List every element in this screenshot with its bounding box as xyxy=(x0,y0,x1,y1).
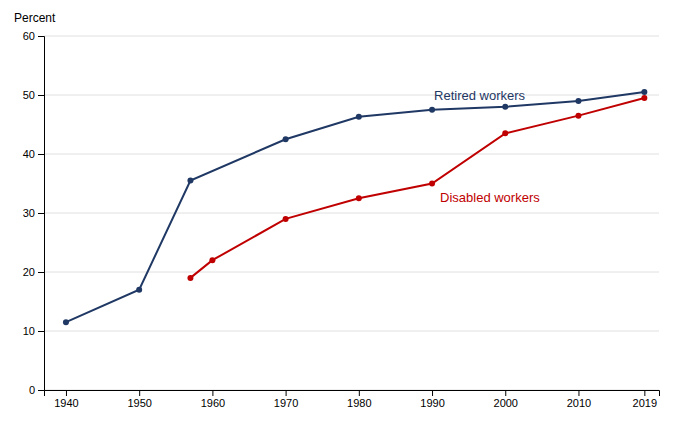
series-label: Retired workers xyxy=(434,88,526,103)
x-tick-label: 1960 xyxy=(201,397,225,409)
y-tick-label: 40 xyxy=(23,148,35,160)
x-tick-label: 2000 xyxy=(494,397,518,409)
series-point xyxy=(136,287,142,293)
grid-line xyxy=(44,213,659,214)
grid xyxy=(44,36,659,390)
x-tick: 1950 xyxy=(127,390,151,409)
series-point xyxy=(502,104,508,110)
x-tick: 2000 xyxy=(494,390,518,409)
grid-line xyxy=(44,272,659,273)
series-point xyxy=(187,178,193,184)
series-point xyxy=(641,95,647,101)
y-tick-mark xyxy=(38,213,44,214)
series-point xyxy=(429,181,435,187)
series-point xyxy=(575,113,581,119)
y-tick-label: 50 xyxy=(23,89,35,101)
series-point xyxy=(356,114,362,120)
y-axis-line xyxy=(38,37,45,391)
y-tick-mark xyxy=(38,95,44,96)
marks xyxy=(63,89,647,325)
x-tick-mark xyxy=(212,390,213,396)
grid-line xyxy=(44,36,659,37)
chart: 1940 1950 1960 1970 1980 1990 2000 2010 2019 0 10 2… xyxy=(0,0,681,422)
x-tick-mark xyxy=(286,390,287,396)
grid-line xyxy=(44,331,659,332)
series-line xyxy=(190,98,644,278)
series-point xyxy=(502,130,508,136)
x-tick: 1940 xyxy=(54,390,78,409)
grid-line xyxy=(44,154,659,155)
series-point xyxy=(356,195,362,201)
y-tick: 30 xyxy=(23,207,44,219)
x-tick-mark xyxy=(644,390,645,396)
x-tick: 1960 xyxy=(201,390,225,409)
x-tick-label: 1980 xyxy=(347,397,371,409)
series-point xyxy=(209,257,215,263)
y-tick: 10 xyxy=(23,325,44,337)
y-tick: 60 xyxy=(23,30,44,42)
y-tick-mark xyxy=(38,154,44,155)
series-point xyxy=(641,89,647,95)
series-labels: Retired workers Disabled workers xyxy=(434,88,540,205)
y-tick: 50 xyxy=(23,89,44,101)
x-tick: 2010 xyxy=(567,390,591,409)
x-tick-mark xyxy=(432,390,433,396)
x-tick-mark xyxy=(359,390,360,396)
y-tick-label: 60 xyxy=(23,30,35,42)
y-tick: 20 xyxy=(23,266,44,278)
series-point xyxy=(575,98,581,104)
x-tick-mark xyxy=(505,390,506,396)
x-axis-line xyxy=(45,391,660,397)
x-tick-label: 2010 xyxy=(567,397,591,409)
x-tick: 1970 xyxy=(274,390,298,409)
y-tick-label: 20 xyxy=(23,266,35,278)
y-tick-label: 30 xyxy=(23,207,35,219)
series-point xyxy=(429,107,435,113)
y-tick-label: 0 xyxy=(29,384,35,396)
x-tick-label: 1990 xyxy=(420,397,444,409)
series-point xyxy=(283,216,289,222)
series-point xyxy=(283,136,289,142)
x-tick: 2019 xyxy=(633,390,657,409)
series-point xyxy=(187,275,193,281)
y-axis: 0 10 20 30 40 50 60 xyxy=(23,30,45,396)
x-axis: 1940 1950 1960 1970 1980 1990 2000 2010 2019 xyxy=(45,390,660,409)
y-tick-mark xyxy=(38,390,44,391)
y-tick-label: 10 xyxy=(23,325,35,337)
x-tick-label: 2019 xyxy=(633,397,657,409)
series-point xyxy=(63,319,69,325)
grid-line xyxy=(44,95,659,96)
y-axis-title: Percent xyxy=(14,11,56,25)
x-tick-mark xyxy=(139,390,140,396)
y-tick-mark xyxy=(38,36,44,37)
x-tick-mark xyxy=(578,390,579,396)
y-tick: 40 xyxy=(23,148,44,160)
series-label: Disabled workers xyxy=(440,190,540,205)
plot: 1940 1950 1960 1970 1980 1990 2000 2010 2019 0 10 2… xyxy=(23,30,660,409)
y-tick-mark xyxy=(38,272,44,273)
x-tick: 1990 xyxy=(420,390,444,409)
y-tick: 0 xyxy=(29,384,44,396)
series-line xyxy=(66,92,644,322)
x-tick-label: 1940 xyxy=(54,397,78,409)
x-tick-label: 1950 xyxy=(127,397,151,409)
x-tick: 1980 xyxy=(347,390,371,409)
x-tick-label: 1970 xyxy=(274,397,298,409)
x-tick-mark xyxy=(66,390,67,396)
y-tick-mark xyxy=(38,331,44,332)
